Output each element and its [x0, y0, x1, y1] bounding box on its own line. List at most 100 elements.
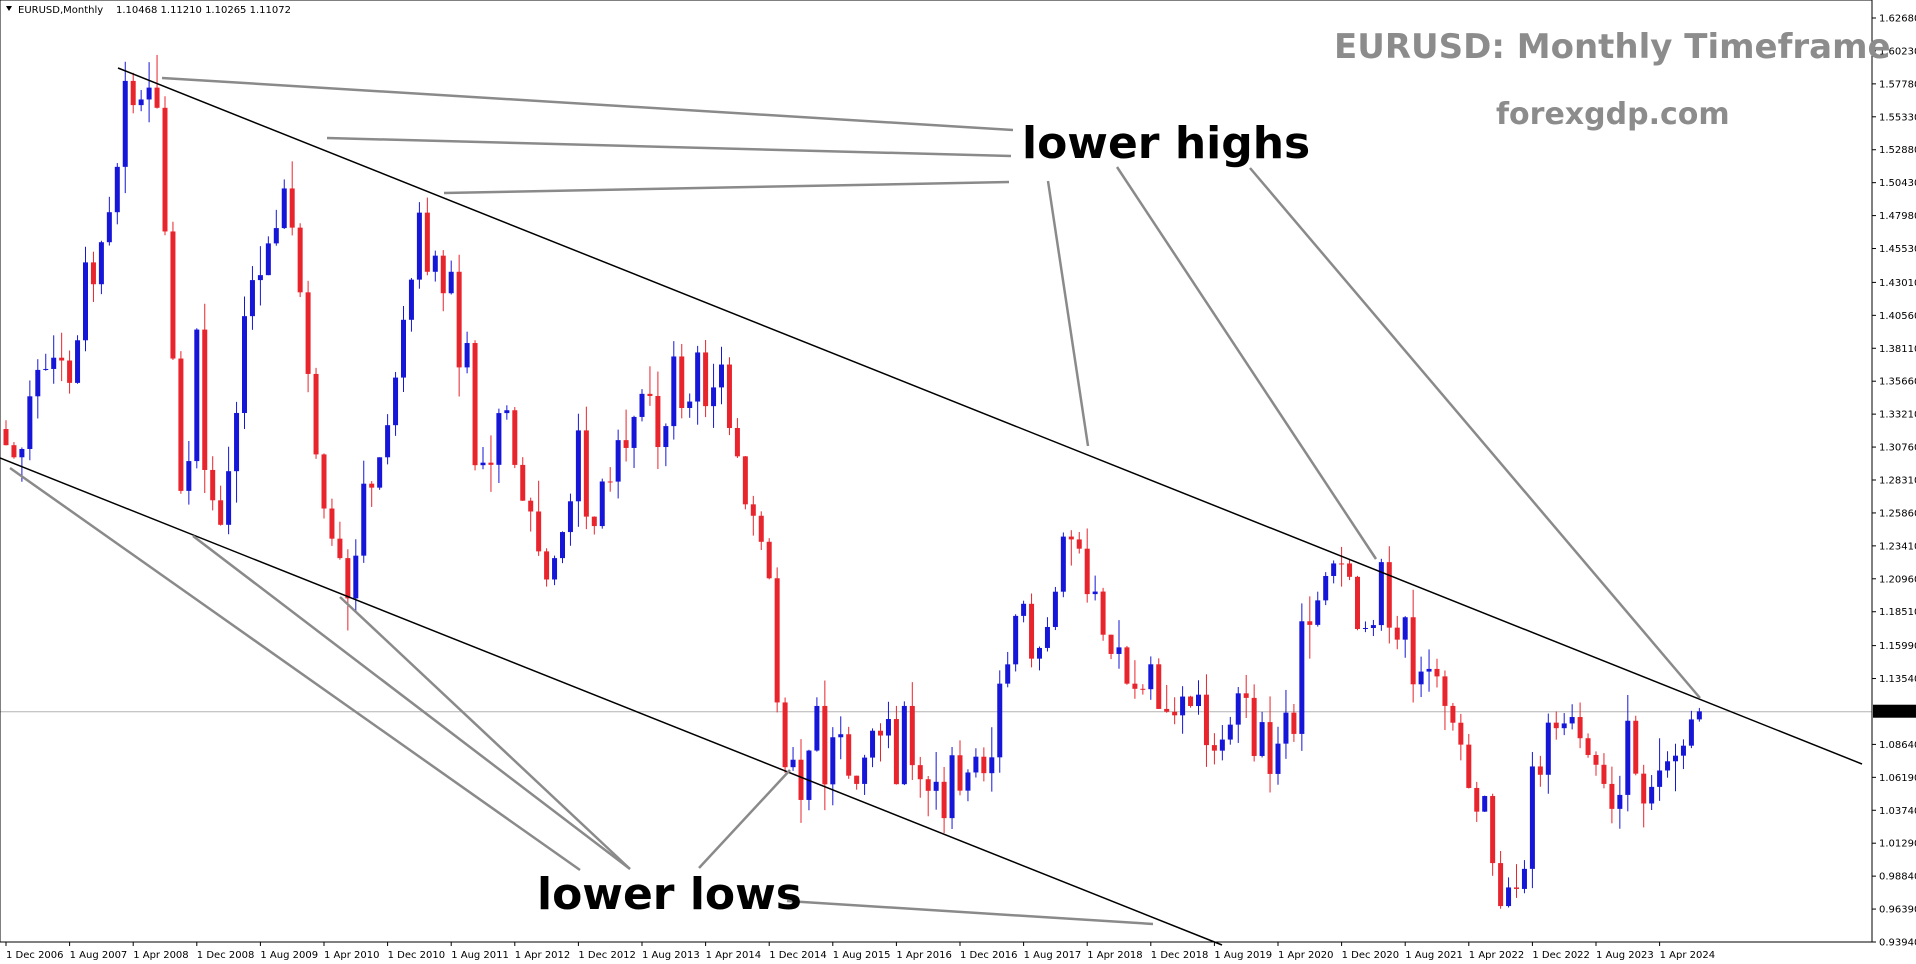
candle-body — [321, 454, 327, 509]
candle-body — [1291, 712, 1297, 734]
candle-body — [1283, 712, 1289, 744]
candle-body — [1450, 705, 1456, 723]
y-tick-label: 1.13540 — [1879, 674, 1916, 685]
candle-body — [599, 481, 605, 527]
candle-body — [1641, 773, 1647, 804]
candle-body — [448, 271, 454, 294]
candle-body — [1434, 668, 1440, 677]
y-tick-label: 1.47980 — [1879, 211, 1916, 222]
candle-body — [1649, 786, 1655, 804]
candle-body — [560, 532, 565, 559]
candle-body — [1577, 717, 1583, 739]
candle-body — [862, 757, 868, 784]
candle-body — [1116, 647, 1122, 654]
upper-trendline — [117, 67, 1863, 765]
x-tick-label: 1 Apr 2010 — [324, 950, 379, 961]
candle-body — [1601, 764, 1607, 784]
candle-body — [520, 464, 526, 501]
candle-body — [480, 462, 486, 466]
y-tick-label: 1.60230 — [1879, 46, 1916, 57]
candle-body — [639, 393, 645, 417]
candle-body — [909, 705, 915, 766]
candle-body — [1680, 745, 1686, 756]
candle-body — [1180, 696, 1186, 716]
candle-body — [162, 107, 168, 232]
candle-body — [337, 538, 343, 559]
y-tick-label: 1.18510 — [1879, 607, 1916, 618]
candle-body — [607, 481, 613, 483]
candle-body — [416, 212, 422, 280]
candle-body — [496, 413, 502, 465]
candle-body — [615, 440, 621, 482]
candle-body — [424, 212, 430, 272]
candle-body — [901, 705, 907, 785]
candle-body — [1521, 868, 1527, 889]
candle-body — [1076, 539, 1082, 549]
y-tick-label: 1.57780 — [1879, 79, 1916, 90]
candle-body — [456, 271, 462, 368]
candle-body — [27, 396, 33, 449]
candle-body — [1355, 576, 1360, 629]
candle-body — [353, 555, 359, 599]
candle-body — [1514, 887, 1519, 889]
candle-body — [742, 456, 748, 505]
candle-body — [401, 319, 406, 378]
x-tick-label: 1 Apr 2020 — [1278, 950, 1333, 961]
x-tick-label: 1 Dec 2022 — [1532, 950, 1590, 961]
y-tick-label: 1.55330 — [1879, 112, 1916, 123]
candle-body — [1442, 676, 1448, 706]
candle-body — [1044, 626, 1050, 648]
candle-body — [51, 357, 57, 369]
candle-body — [67, 360, 73, 383]
y-tick-label: 1.25860 — [1879, 508, 1916, 519]
watermark: forexgdp.com — [1496, 97, 1730, 132]
y-tick-label: 1.43010 — [1879, 278, 1916, 289]
candle-body — [98, 242, 104, 285]
candle-body — [305, 292, 311, 374]
lower-lows-pointer — [9, 466, 581, 872]
y-tick-label: 1.03740 — [1879, 806, 1916, 817]
lower-highs-pointer — [443, 180, 1010, 195]
lower-highs-pointer — [161, 76, 1014, 132]
candle-body — [1013, 615, 1019, 665]
y-tick-label: 1.33210 — [1879, 410, 1916, 421]
candle-body — [703, 352, 709, 407]
y-tick-label: 1.35660 — [1879, 377, 1916, 388]
candle-body — [210, 469, 216, 501]
y-tick-label: 1.20960 — [1879, 574, 1916, 585]
candle-body — [790, 759, 796, 768]
x-tick-label: 1 Dec 2012 — [578, 950, 636, 961]
candle-body — [218, 500, 224, 525]
lower-highs-pointer — [326, 136, 1012, 158]
candle-body — [1625, 720, 1631, 795]
lower-highs-pointer — [1046, 180, 1090, 447]
candle-body — [130, 80, 136, 106]
candle-body — [1148, 664, 1154, 690]
candle-body — [106, 212, 112, 243]
candle-body — [1553, 722, 1559, 729]
candle-body — [1068, 536, 1074, 540]
candle-body — [361, 483, 367, 556]
lower-highs-pointer — [1249, 167, 1701, 699]
candle-body — [750, 504, 756, 516]
candle-body — [917, 765, 923, 780]
candle-body — [472, 343, 478, 466]
candle-body — [1243, 693, 1249, 698]
candle-body — [544, 551, 550, 580]
x-tick-label: 1 Dec 2006 — [6, 950, 64, 961]
lower-lows-pointer — [786, 899, 1154, 926]
candle-body — [273, 228, 279, 244]
y-tick-label: 1.23410 — [1879, 541, 1916, 552]
candle-body — [242, 316, 247, 413]
candle-body — [1426, 668, 1432, 672]
candle-body — [1299, 621, 1305, 734]
x-tick-label: 1 Dec 2014 — [769, 950, 827, 961]
candle-body — [1506, 887, 1512, 907]
candle-body — [1259, 722, 1265, 756]
y-tick-label: 1.28310 — [1879, 476, 1916, 487]
candle-body — [329, 508, 335, 539]
candle-body — [1219, 739, 1225, 751]
y-tick-label: 1.38110 — [1879, 344, 1916, 355]
